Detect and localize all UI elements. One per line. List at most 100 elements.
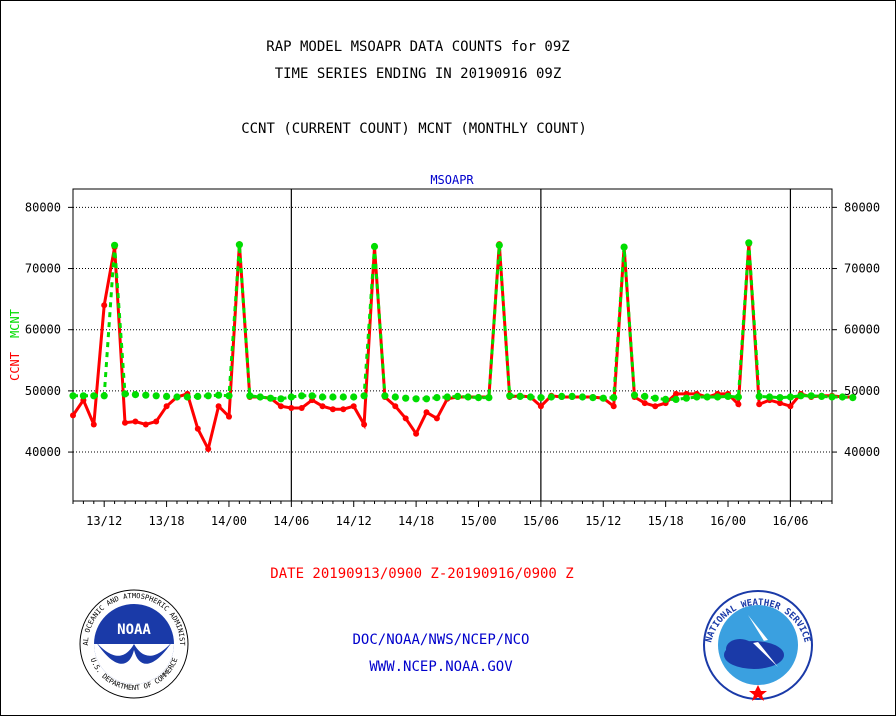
y-axis-label-mcnt: MCNT — [8, 309, 22, 338]
data-point-mcnt — [298, 392, 306, 400]
data-point-ccnt — [350, 403, 357, 410]
org-label: DOC/NOAA/NWS/NCEP/NCO — [352, 632, 529, 648]
data-point-mcnt — [641, 392, 649, 400]
data-point-mcnt — [422, 395, 431, 403]
data-point-ccnt — [641, 400, 648, 407]
noaa-logo: NOAA NATIONAL OCEANIC AND ATMOSPHERIC AD… — [79, 589, 189, 699]
data-point-mcnt — [339, 393, 347, 401]
data-point-ccnt — [413, 430, 420, 437]
data-point-mcnt — [131, 391, 139, 399]
data-point-ccnt — [423, 409, 430, 416]
data-point-ccnt — [101, 302, 108, 309]
data-point-mcnt — [287, 393, 295, 401]
x-tick-label: 13/18 — [149, 514, 185, 528]
data-point-mcnt — [121, 390, 129, 398]
y-tick-label-right: 40000 — [844, 445, 880, 459]
data-point-mcnt — [558, 392, 566, 400]
data-point-mcnt — [786, 393, 795, 401]
data-point-ccnt — [288, 405, 295, 411]
data-point-mcnt — [662, 395, 670, 403]
data-point-mcnt — [485, 394, 493, 402]
data-point-mcnt — [849, 394, 857, 402]
data-point-mcnt — [454, 392, 462, 400]
data-point-mcnt — [578, 393, 587, 401]
x-tick-label: 14/06 — [273, 514, 309, 528]
data-point-mcnt — [256, 393, 264, 401]
noaa-logo-text: NOAA — [117, 622, 151, 638]
data-point-mcnt — [547, 393, 555, 401]
data-point-ccnt — [340, 406, 347, 413]
data-point-mcnt — [246, 392, 254, 400]
data-point-ccnt — [319, 403, 326, 410]
data-point-ccnt — [142, 421, 149, 428]
data-point-mcnt — [142, 391, 150, 399]
chart-title-line2: TIME SERIES ENDING IN 20190916 09Z — [275, 66, 562, 82]
data-point-ccnt — [90, 421, 97, 428]
data-point-mcnt — [599, 394, 607, 402]
data-point-mcnt — [90, 392, 98, 400]
data-point-mcnt — [173, 393, 181, 401]
data-point-mcnt — [506, 392, 514, 400]
data-point-mcnt — [318, 393, 327, 401]
y-tick-label-right: 70000 — [844, 262, 880, 276]
data-point-ccnt — [787, 403, 794, 410]
data-point-mcnt — [360, 392, 368, 400]
x-tick-label: 15/18 — [648, 514, 684, 528]
data-point-mcnt — [391, 393, 399, 401]
data-point-mcnt — [464, 393, 472, 401]
data-point-mcnt — [682, 394, 691, 402]
data-point-mcnt — [651, 394, 659, 402]
y-axis-label-ccnt: CCNT — [8, 352, 22, 381]
x-tick-label: 13/12 — [86, 514, 122, 528]
x-tick-label: 14/12 — [336, 514, 372, 528]
data-point-ccnt — [277, 403, 284, 410]
x-tick-label: 15/12 — [585, 514, 621, 528]
series-line-ccnt — [71, 243, 853, 454]
url-label[interactable]: WWW.NCEP.NOAA.GOV — [369, 659, 513, 675]
data-point-mcnt — [266, 394, 275, 402]
data-point-mcnt — [620, 243, 628, 251]
data-point-mcnt — [225, 392, 233, 400]
x-tick-label: 14/00 — [211, 514, 247, 528]
data-point-mcnt — [745, 239, 753, 247]
data-point-mcnt — [797, 392, 805, 400]
data-point-mcnt — [755, 392, 763, 400]
data-point-ccnt — [132, 418, 139, 425]
data-point-mcnt — [818, 392, 826, 400]
data-point-mcnt — [69, 392, 77, 400]
data-point-mcnt — [329, 393, 337, 401]
data-point-mcnt — [766, 393, 774, 401]
data-point-mcnt — [443, 393, 451, 401]
data-point-ccnt — [215, 403, 222, 410]
data-point-ccnt — [673, 390, 679, 397]
data-point-ccnt — [756, 401, 763, 408]
data-point-ccnt — [70, 412, 76, 419]
data-point-mcnt — [630, 391, 639, 399]
data-point-mcnt — [807, 392, 815, 400]
data-point-mcnt — [776, 394, 784, 402]
data-point-ccnt — [735, 401, 742, 408]
y-tick-label-left: 80000 — [25, 200, 61, 214]
data-point-ccnt — [777, 400, 783, 407]
data-point-mcnt — [828, 393, 836, 401]
chart-title-line3: CCNT (CURRENT COUNT) MCNT (MONTHLY COUNT… — [241, 121, 587, 137]
data-point-mcnt — [235, 241, 243, 249]
data-point-ccnt — [433, 415, 440, 422]
data-point-mcnt — [724, 392, 732, 400]
data-point-mcnt — [79, 392, 87, 400]
data-point-mcnt — [350, 393, 358, 401]
y-tick-label-left: 60000 — [25, 323, 61, 337]
nws-logo: NATIONAL WEATHER SERVICE — [703, 590, 813, 701]
data-point-mcnt — [204, 392, 212, 400]
y-tick-label-left: 50000 — [25, 384, 61, 398]
data-point-mcnt — [714, 393, 722, 401]
data-point-mcnt — [402, 394, 410, 402]
data-point-mcnt — [516, 392, 524, 400]
data-point-ccnt — [298, 405, 305, 411]
data-point-ccnt — [402, 415, 409, 422]
data-point-ccnt — [194, 425, 201, 432]
plot-title: MSOAPR — [430, 173, 474, 187]
data-point-mcnt — [474, 394, 483, 402]
data-point-mcnt — [526, 393, 535, 401]
